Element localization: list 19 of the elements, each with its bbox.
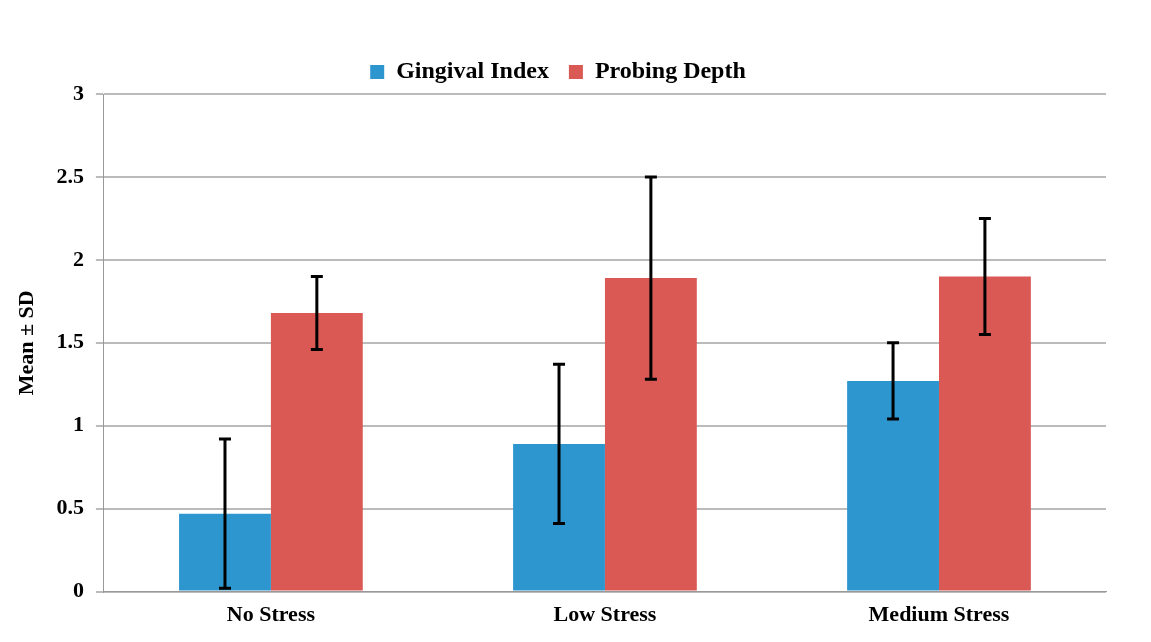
bar [938,276,1031,591]
bar [604,278,697,591]
legend-label: Probing Depth [594,57,746,84]
y-tick-label: 1 [72,411,84,437]
y-tick-label: 0.5 [56,494,84,520]
bar [179,513,271,591]
bar [847,380,939,591]
x-tick-label: Low Stress [553,601,657,627]
bar [270,312,363,591]
bar [513,443,605,591]
y-tick-label: 2 [72,245,84,271]
legend-label: Gingival Index [396,57,549,84]
y-tick-label: 0 [72,577,84,603]
y-tick-label: 3 [72,79,84,105]
x-tick-label: No Stress [226,601,316,627]
y-tick-label: 2.5 [56,162,84,188]
x-tick-label: Medium Stress [868,601,1010,627]
y-tick-label: 1.5 [56,328,84,354]
y-axis-title: Mean ± SD [12,290,38,396]
